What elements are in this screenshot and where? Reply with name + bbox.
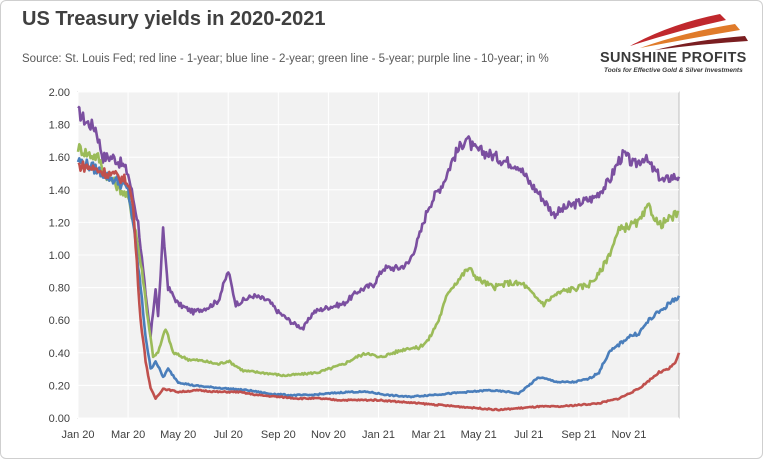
y-tick-label: 1.00 (49, 250, 70, 262)
y-tick-label: 0.20 (49, 380, 70, 392)
x-tick-label: Sep 20 (261, 429, 296, 441)
y-tick-label: 0.40 (49, 348, 70, 360)
x-tick-label: Jul 21 (514, 429, 543, 441)
y-tick-label: 0.80 (49, 283, 70, 295)
logo-name: SUNSHINE PROFITS (600, 50, 747, 66)
x-tick-label: Nov 21 (611, 429, 646, 441)
y-tick-label: 1.60 (49, 152, 70, 164)
x-tick-label: Sep 21 (561, 429, 596, 441)
x-tick-label: May 21 (461, 429, 497, 441)
y-axis-ticks: 0.00 0.20 0.40 0.60 0.80 1.00 1.20 1.40 1.60 1.80… (49, 87, 70, 425)
x-tick-label: Mar 21 (411, 429, 445, 441)
y-tick-label: 1.80 (49, 120, 70, 132)
y-tick-label: 0.00 (49, 413, 70, 425)
series-line-1 (76, 143, 680, 378)
x-axis-ticks: Jan 20 Mar 20 May 20 Jul 20 Sep 20 Nov 20 Jan … (61, 429, 646, 441)
chart-subtitle: Source: St. Louis Fed; red line - 1-year… (22, 53, 549, 65)
y-tick-label: 1.40 (49, 185, 70, 197)
x-tick-label: Jan 21 (362, 429, 395, 441)
x-tick-label: Jan 20 (61, 429, 94, 441)
sunshine-profits-logo: SUNSHINE PROFITS Tools for Effective Gol… (600, 10, 760, 80)
y-tick-label: 1.20 (49, 217, 70, 229)
y-tick-label: 2.00 (49, 87, 70, 99)
chart-title: US Treasury yields in 2020-2021 (22, 8, 326, 30)
logo-swoosh-icon (630, 14, 748, 50)
x-tick-label: Jul 20 (214, 429, 243, 441)
series-line-3 (77, 160, 681, 412)
series-line-2 (76, 157, 681, 399)
x-tick-label: Mar 20 (111, 429, 145, 441)
x-tick-label: May 20 (160, 429, 196, 441)
series-line-0 (77, 105, 681, 338)
y-tick-label: 0.60 (49, 315, 70, 327)
x-tick-label: Nov 20 (311, 429, 346, 441)
series-lines (76, 105, 681, 412)
logo-tagline: Tools for Effective Gold & Silver Invest… (604, 67, 743, 74)
